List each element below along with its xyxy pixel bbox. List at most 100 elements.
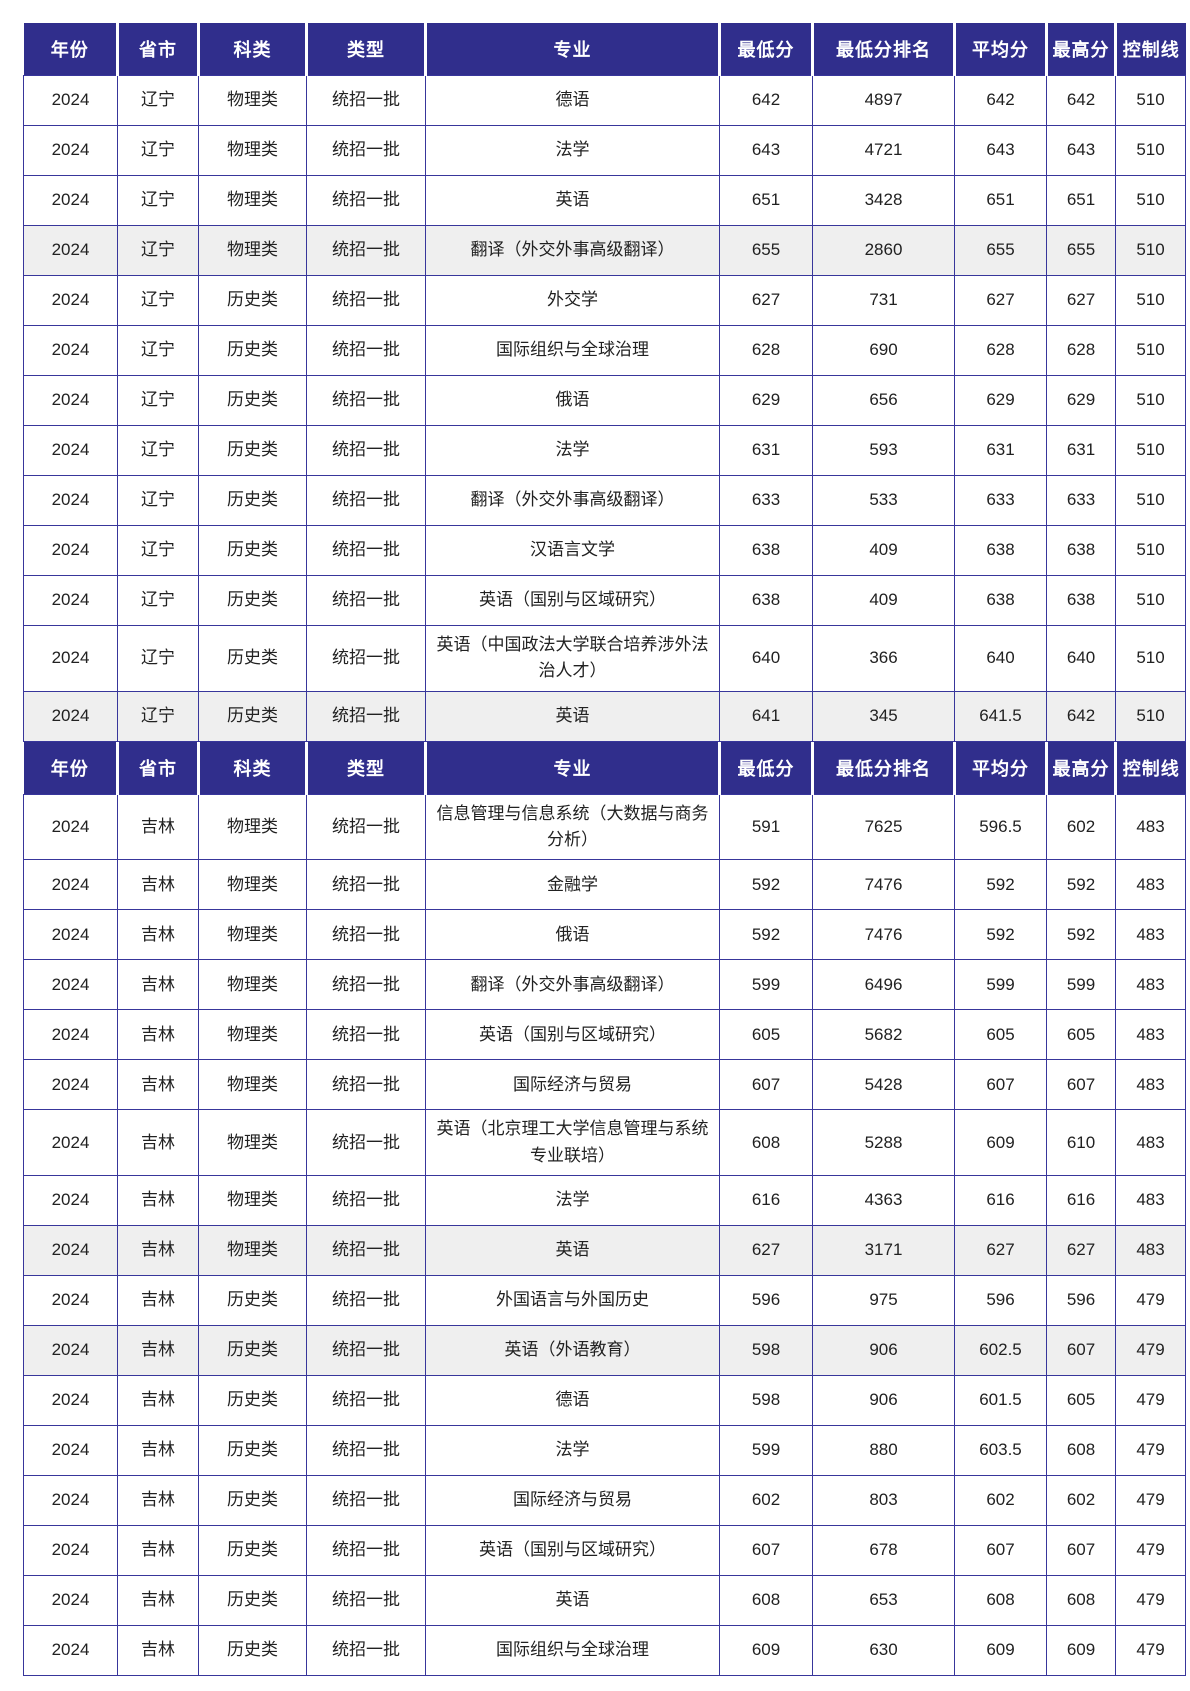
cell-min-score: 641	[719, 690, 813, 742]
cell-major: 德语	[425, 1375, 720, 1427]
cell-province: 吉林	[117, 1225, 199, 1277]
tables-container: 年份 省市 科类 类型 专业 最低分 最低分排名 平均分 最高分 控制线 2024 辽宁 物理类 统招一批…	[23, 23, 1186, 1677]
cell-category: 历史类	[198, 375, 307, 426]
cell-min-score-rank: 7476	[812, 859, 955, 911]
cell-type: 统招一批	[306, 225, 426, 276]
cell-type: 统招一批	[306, 1525, 426, 1577]
cell-min-score: 629	[719, 375, 813, 426]
cell-min-score-rank: 630	[812, 1625, 955, 1677]
cell-province: 吉林	[117, 1475, 199, 1527]
cell-min-score-rank: 2860	[812, 225, 955, 276]
cell-year: 2024	[23, 225, 118, 276]
cell-category: 物理类	[198, 1059, 307, 1111]
cell-max-score: 602	[1046, 793, 1116, 861]
cell-type: 统招一批	[306, 375, 426, 426]
cell-year: 2024	[23, 375, 118, 426]
cell-major: 英语	[425, 1225, 720, 1277]
cell-major: 信息管理与信息系统（大数据与商务分析）	[425, 793, 720, 861]
cell-major: 外国语言与外国历史	[425, 1275, 720, 1327]
cell-min-score-rank: 5428	[812, 1059, 955, 1111]
cell-min-score: 602	[719, 1475, 813, 1527]
cell-min-score: 592	[719, 859, 813, 911]
column-header-max-score: 最高分	[1045, 23, 1117, 76]
column-header-category: 科类	[197, 741, 308, 795]
cell-min-score-rank: 4363	[812, 1175, 955, 1227]
cell-max-score: 629	[1046, 375, 1116, 426]
cell-type: 统招一批	[306, 625, 426, 692]
cell-max-score: 610	[1046, 1109, 1116, 1177]
cell-year: 2024	[23, 1375, 118, 1427]
cell-type: 统招一批	[306, 859, 426, 911]
cell-major: 法学	[425, 425, 720, 476]
cell-major: 法学	[425, 125, 720, 176]
cell-min-score-rank: 906	[812, 1325, 955, 1377]
cell-major: 外交学	[425, 275, 720, 326]
cell-min-score: 642	[719, 75, 813, 126]
cell-year: 2024	[23, 175, 118, 226]
cell-category: 历史类	[198, 275, 307, 326]
cell-min-score: 592	[719, 909, 813, 961]
column-header-category: 科类	[197, 23, 308, 76]
cell-province: 吉林	[117, 1425, 199, 1477]
cell-type: 统招一批	[306, 175, 426, 226]
cell-min-score-rank: 4897	[812, 75, 955, 126]
table-row: 2024 吉林 物理类 统招一批 俄语 592 7476 592 592 483	[23, 909, 1186, 961]
cell-type: 统招一批	[306, 1575, 426, 1627]
cell-avg-score: 627	[954, 1225, 1047, 1277]
cell-year: 2024	[23, 475, 118, 526]
cell-control-line: 483	[1115, 909, 1186, 961]
cell-min-score-rank: 880	[812, 1425, 955, 1477]
cell-control-line: 479	[1115, 1625, 1186, 1677]
cell-category: 历史类	[198, 1375, 307, 1427]
cell-min-score-rank: 690	[812, 325, 955, 376]
cell-control-line: 510	[1115, 375, 1186, 426]
table-row: 2024 辽宁 历史类 统招一批 法学 631 593 631 631 510	[23, 425, 1186, 476]
cell-min-score: 643	[719, 125, 813, 176]
cell-max-score: 592	[1046, 909, 1116, 961]
cell-category: 历史类	[198, 1325, 307, 1377]
cell-min-score: 616	[719, 1175, 813, 1227]
cell-max-score: 607	[1046, 1325, 1116, 1377]
cell-control-line: 479	[1115, 1425, 1186, 1477]
cell-category: 历史类	[198, 1425, 307, 1477]
cell-type: 统招一批	[306, 1625, 426, 1677]
cell-avg-score: 629	[954, 375, 1047, 426]
column-header-avg-score: 平均分	[953, 23, 1048, 76]
cell-control-line: 479	[1115, 1275, 1186, 1327]
cell-min-score-rank: 7625	[812, 793, 955, 861]
cell-control-line: 510	[1115, 690, 1186, 742]
cell-province: 辽宁	[117, 525, 199, 576]
cell-year: 2024	[23, 525, 118, 576]
cell-major: 国际组织与全球治理	[425, 1625, 720, 1677]
cell-min-score-rank: 678	[812, 1525, 955, 1577]
cell-province: 吉林	[117, 1059, 199, 1111]
cell-type: 统招一批	[306, 1325, 426, 1377]
cell-province: 辽宁	[117, 425, 199, 476]
cell-year: 2024	[23, 125, 118, 176]
table-row: 2024 吉林 物理类 统招一批 英语（北京理工大学信息管理与系统专业联培） 608 528…	[23, 1109, 1186, 1177]
cell-province: 吉林	[117, 1175, 199, 1227]
cell-province: 辽宁	[117, 475, 199, 526]
cell-major: 英语（北京理工大学信息管理与系统专业联培）	[425, 1109, 720, 1177]
cell-min-score: 627	[719, 275, 813, 326]
cell-control-line: 510	[1115, 625, 1186, 692]
table-row: 2024 吉林 物理类 统招一批 金融学 592 7476 592 592 483	[23, 859, 1186, 911]
cell-province: 辽宁	[117, 125, 199, 176]
column-header-year: 年份	[23, 23, 119, 76]
cell-min-score: 633	[719, 475, 813, 526]
column-header-province: 省市	[116, 741, 200, 795]
cell-type: 统招一批	[306, 1175, 426, 1227]
cell-type: 统招一批	[306, 475, 426, 526]
cell-min-score: 599	[719, 959, 813, 1011]
cell-min-score-rank: 653	[812, 1575, 955, 1627]
cell-category: 物理类	[198, 909, 307, 961]
cell-major: 英语（中国政法大学联合培养涉外法治人才）	[425, 625, 720, 692]
cell-major: 英语（国别与区域研究）	[425, 575, 720, 626]
cell-province: 辽宁	[117, 275, 199, 326]
cell-major: 俄语	[425, 375, 720, 426]
column-header-major: 专业	[424, 741, 721, 795]
cell-year: 2024	[23, 75, 118, 126]
cell-year: 2024	[23, 959, 118, 1011]
table-row: 2024 辽宁 历史类 统招一批 俄语 629 656 629 629 510	[23, 375, 1186, 426]
cell-max-score: 628	[1046, 325, 1116, 376]
